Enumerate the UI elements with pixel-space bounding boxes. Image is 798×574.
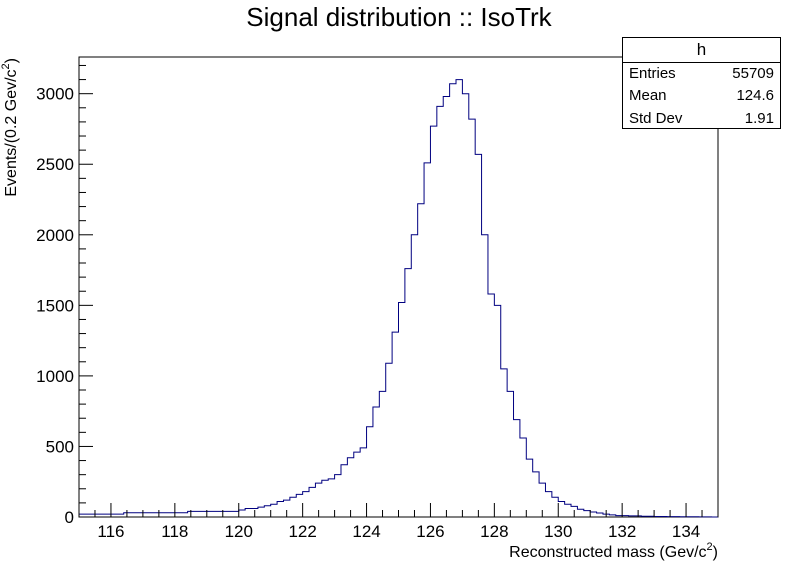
y-tick-label: 0 [65, 508, 74, 527]
x-tick-label: 130 [544, 522, 572, 541]
chart-title: Signal distribution :: IsoTrk [246, 2, 552, 32]
stats-value: 55709 [732, 65, 774, 82]
x-tick-label: 124 [352, 522, 380, 541]
stats-label: Mean [629, 87, 667, 105]
stats-label: Std Dev [629, 109, 683, 127]
x-tick-label: 132 [608, 522, 636, 541]
y-axis-label: Events/(0.2 Gev/c2) [0, 58, 20, 197]
x-tick-label: 122 [288, 522, 316, 541]
histogram-line [79, 79, 718, 518]
x-tick-label: 120 [225, 522, 253, 541]
y-tick-label: 2500 [36, 155, 74, 174]
y-tick-label: 2000 [36, 226, 74, 245]
stats-row-mean: Mean 124.6 [623, 85, 780, 107]
stats-row-entries: Entries 55709 [623, 63, 780, 85]
stats-value: 124.6 [736, 87, 774, 105]
y-tick-label: 1000 [36, 367, 74, 386]
stats-row-stddev: Std Dev 1.91 [623, 108, 780, 130]
x-tick-label: 134 [672, 522, 700, 541]
y-tick-label: 500 [46, 437, 74, 456]
x-tick-label: 126 [416, 522, 444, 541]
x-tick-label: 116 [97, 522, 124, 541]
stats-histogram-name: h [623, 38, 780, 63]
stats-box: h Entries 55709 Mean 124.6 Std Dev 1.91 [622, 37, 781, 129]
y-tick-label: 1500 [36, 296, 74, 315]
x-tick-label: 118 [161, 522, 188, 541]
x-tick-label: 128 [480, 522, 508, 541]
stats-label: Entries [629, 65, 676, 82]
stats-value: 1.91 [744, 109, 774, 127]
x-axis-label: Reconstructed mass (Gev/c2) [509, 541, 718, 561]
y-tick-label: 3000 [36, 85, 74, 104]
